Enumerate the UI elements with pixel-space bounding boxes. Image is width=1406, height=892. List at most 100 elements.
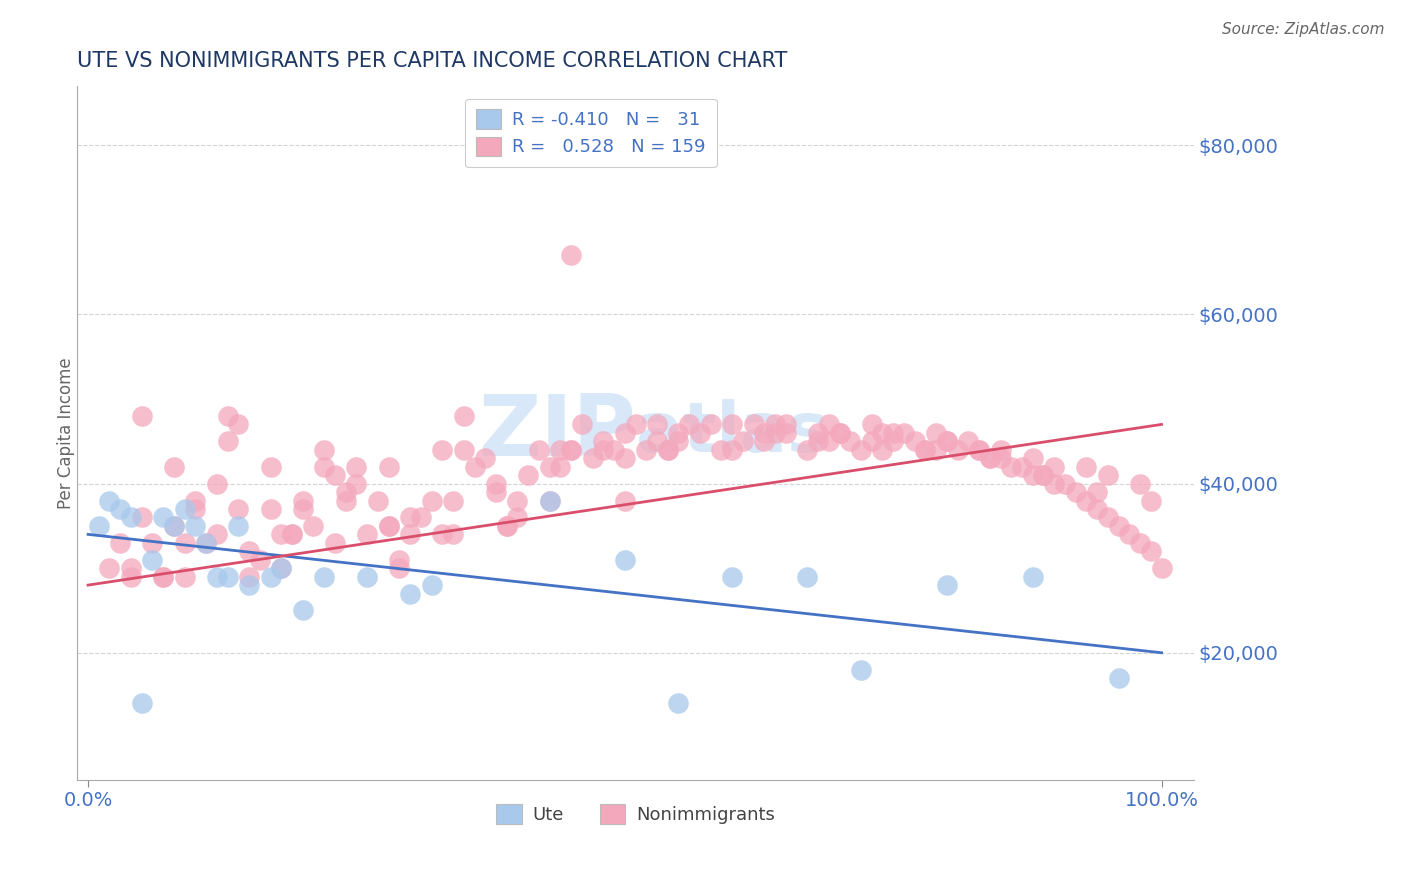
- Point: [754, 425, 776, 440]
- Point: [550, 442, 572, 457]
- Point: [506, 510, 529, 524]
- Point: [323, 468, 346, 483]
- Point: [710, 442, 733, 457]
- Point: [1043, 459, 1066, 474]
- Point: [302, 519, 325, 533]
- Point: [817, 434, 839, 449]
- Point: [173, 569, 195, 583]
- Point: [560, 248, 582, 262]
- Point: [377, 519, 399, 533]
- Point: [259, 459, 281, 474]
- Point: [796, 442, 818, 457]
- Point: [120, 569, 142, 583]
- Point: [860, 417, 883, 432]
- Point: [485, 485, 508, 500]
- Point: [291, 502, 314, 516]
- Point: [613, 451, 636, 466]
- Point: [453, 442, 475, 457]
- Point: [195, 536, 218, 550]
- Point: [314, 459, 336, 474]
- Point: [721, 417, 744, 432]
- Point: [979, 451, 1001, 466]
- Point: [668, 425, 690, 440]
- Point: [1032, 468, 1054, 483]
- Point: [409, 510, 432, 524]
- Point: [1118, 527, 1140, 541]
- Point: [120, 561, 142, 575]
- Point: [957, 434, 980, 449]
- Point: [388, 561, 411, 575]
- Point: [281, 527, 304, 541]
- Point: [238, 569, 260, 583]
- Point: [399, 586, 422, 600]
- Point: [98, 561, 121, 575]
- Text: ZIP: ZIP: [478, 392, 636, 475]
- Point: [270, 561, 292, 575]
- Point: [817, 417, 839, 432]
- Point: [581, 451, 603, 466]
- Point: [152, 569, 174, 583]
- Point: [946, 442, 969, 457]
- Point: [335, 485, 357, 500]
- Point: [807, 434, 830, 449]
- Point: [645, 434, 668, 449]
- Point: [163, 519, 186, 533]
- Point: [1140, 544, 1163, 558]
- Point: [344, 459, 367, 474]
- Point: [441, 527, 464, 541]
- Point: [291, 493, 314, 508]
- Point: [1022, 569, 1045, 583]
- Point: [731, 434, 754, 449]
- Point: [1085, 485, 1108, 500]
- Point: [828, 425, 851, 440]
- Point: [560, 442, 582, 457]
- Point: [98, 493, 121, 508]
- Point: [754, 434, 776, 449]
- Point: [152, 510, 174, 524]
- Point: [828, 425, 851, 440]
- Point: [849, 442, 872, 457]
- Point: [314, 569, 336, 583]
- Point: [872, 442, 894, 457]
- Point: [238, 578, 260, 592]
- Point: [1097, 510, 1119, 524]
- Point: [441, 493, 464, 508]
- Point: [603, 442, 626, 457]
- Point: [678, 417, 700, 432]
- Point: [613, 552, 636, 566]
- Point: [131, 409, 153, 423]
- Point: [571, 417, 593, 432]
- Point: [184, 502, 207, 516]
- Point: [538, 459, 561, 474]
- Point: [967, 442, 990, 457]
- Point: [613, 425, 636, 440]
- Point: [1108, 671, 1130, 685]
- Point: [259, 502, 281, 516]
- Point: [184, 493, 207, 508]
- Point: [474, 451, 496, 466]
- Point: [914, 442, 936, 457]
- Point: [699, 417, 721, 432]
- Point: [377, 519, 399, 533]
- Point: [935, 434, 957, 449]
- Point: [432, 442, 454, 457]
- Point: [420, 578, 443, 592]
- Point: [120, 510, 142, 524]
- Point: [506, 493, 529, 508]
- Point: [356, 569, 378, 583]
- Point: [742, 417, 765, 432]
- Point: [657, 442, 679, 457]
- Point: [87, 519, 110, 533]
- Point: [849, 663, 872, 677]
- Point: [314, 442, 336, 457]
- Point: [388, 552, 411, 566]
- Point: [775, 425, 797, 440]
- Point: [131, 697, 153, 711]
- Point: [259, 569, 281, 583]
- Point: [763, 417, 786, 432]
- Point: [228, 417, 250, 432]
- Point: [1043, 476, 1066, 491]
- Point: [335, 493, 357, 508]
- Point: [1097, 468, 1119, 483]
- Point: [270, 561, 292, 575]
